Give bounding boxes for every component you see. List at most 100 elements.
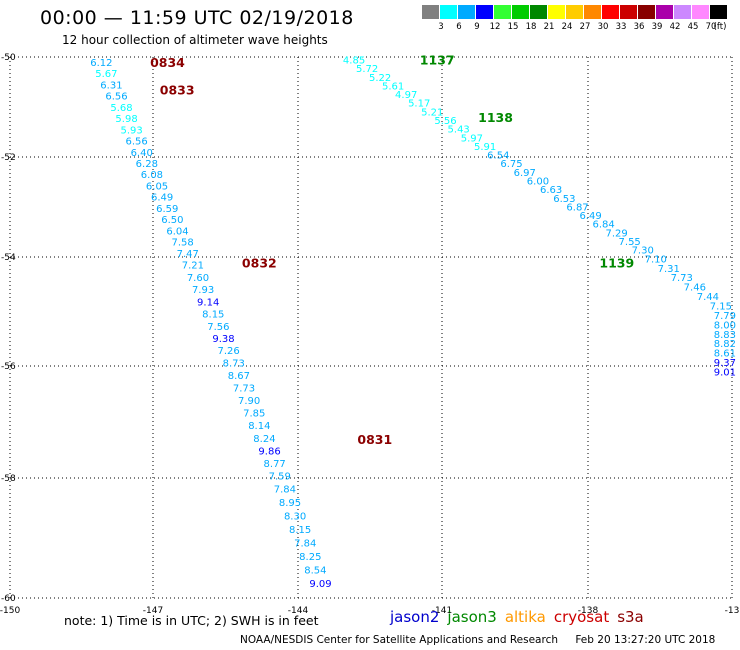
legend-swatch	[494, 5, 511, 19]
legend-swatch	[602, 5, 619, 19]
swh-value: 6.63	[540, 185, 562, 196]
lon-tick-label: -138	[578, 606, 599, 616]
legend-swatch	[566, 5, 583, 19]
swh-value: 5.91	[474, 142, 496, 153]
satellite-s3a: s3a	[617, 608, 644, 626]
swh-value: 8.54	[304, 566, 326, 577]
swh-value: 7.60	[187, 273, 209, 284]
swh-value: 7.55	[619, 237, 641, 248]
swh-value: 6.40	[131, 148, 153, 159]
swh-value: 8.67	[228, 371, 250, 382]
pass-time-label: 1139	[599, 255, 634, 270]
legend-label: 15	[507, 22, 519, 32]
swh-value: 8.73	[223, 358, 245, 369]
swh-value: 5.61	[382, 81, 404, 92]
lat-tick-label: -56	[1, 362, 16, 372]
swh-value: 7.73	[671, 273, 693, 284]
lon-tick-label: -147	[143, 606, 163, 616]
lon-tick-label: -141	[432, 606, 452, 616]
lon-tick-label: -144	[288, 606, 309, 616]
swh-value: 4.97	[395, 90, 417, 101]
swh-value: 8.82	[714, 339, 736, 350]
swh-value: 6.08	[141, 170, 163, 181]
swh-value: 8.00	[714, 320, 736, 331]
legend-swatch	[674, 5, 691, 19]
legend-swatch	[512, 5, 529, 19]
swh-value: 6.59	[156, 204, 178, 215]
legend-label: 27	[579, 22, 591, 32]
swh-value: 5.17	[408, 99, 430, 110]
legend-swatch	[656, 5, 673, 19]
swh-value: 6.31	[100, 80, 122, 91]
swh-value: 7.10	[645, 254, 667, 265]
swh-value: 5.22	[369, 73, 391, 84]
legend-label: 70	[705, 22, 717, 32]
swh-value: 6.54	[487, 151, 509, 162]
swh-value: 7.73	[233, 383, 255, 394]
legend-label: 3	[438, 22, 444, 32]
satellite-altika: altika	[504, 608, 546, 626]
swh-value: 7.21	[182, 261, 204, 272]
swh-value: 5.98	[115, 114, 137, 125]
swh-value: 6.97	[514, 168, 536, 179]
swh-value: 6.75	[500, 159, 522, 170]
legend-label: 6	[456, 22, 462, 32]
map-subtitle: 12 hour collection of altimeter wave hei…	[62, 33, 328, 47]
legend-swatch	[458, 5, 475, 19]
swh-value: 7.93	[192, 285, 214, 296]
swh-value: 9.14	[197, 297, 219, 308]
swh-value: 9.38	[212, 334, 234, 345]
swh-value: 5.68	[110, 103, 132, 114]
legend-swatch	[476, 5, 493, 19]
generated-timestamp: Feb 20 13:27:20 UTC 2018	[575, 634, 716, 646]
legend-label: 45	[687, 22, 699, 32]
swh-value: 7.59	[269, 471, 291, 482]
swh-value: 7.15	[710, 302, 732, 313]
satellite-cryosat: cryosat	[553, 608, 610, 626]
swh-value: 7.84	[294, 539, 316, 550]
swh-value: 6.49	[579, 211, 601, 222]
legend-label: 24	[561, 22, 573, 32]
swh-value: 6.28	[136, 159, 158, 170]
lat-tick-label: -58	[1, 474, 16, 484]
swh-value: 5.97	[461, 133, 483, 144]
legend-swatch	[710, 5, 727, 19]
pass-time-label: 0834	[150, 55, 185, 70]
swh-value: 8.77	[264, 459, 286, 470]
swh-value: 8.14	[248, 421, 270, 432]
swh-value: 5.93	[120, 125, 142, 136]
swh-value: 7.85	[243, 409, 265, 420]
legend-label: 21	[543, 22, 555, 32]
swh-value: 6.05	[146, 181, 168, 192]
legend-unit: (ft)	[713, 22, 727, 32]
swh-value: 6.53	[553, 194, 575, 205]
swh-value: 6.00	[527, 177, 549, 188]
legend-label: 30	[597, 22, 609, 32]
pass-time-label: 0831	[357, 432, 392, 447]
swh-value: 7.31	[658, 264, 680, 275]
swh-value: 7.46	[684, 283, 706, 294]
lat-tick-label: -50	[1, 53, 16, 63]
swh-value: 6.50	[161, 215, 183, 226]
lat-tick-label: -54	[1, 253, 16, 263]
swh-value: 9.09	[309, 579, 331, 590]
footnote: note: 1) Time is in UTC; 2) SWH is in fe…	[64, 613, 319, 628]
swh-value: 8.83	[714, 330, 736, 341]
legend-swatch	[584, 5, 601, 19]
legend-label: 39	[651, 22, 663, 32]
lat-tick-label: -60	[1, 594, 16, 604]
credit-text: NOAA/NESDIS Center for Satellite Applica…	[240, 634, 558, 646]
swh-value: 8.61	[714, 349, 736, 360]
pass-time-label: 0832	[242, 255, 277, 270]
swh-value: 8.30	[284, 512, 306, 523]
swh-value: 8.24	[253, 434, 275, 445]
lon-tick-label: -150	[0, 606, 20, 616]
swh-value: 8.15	[289, 525, 311, 536]
swh-value: 4.85	[343, 56, 365, 67]
swh-value: 8.15	[202, 310, 224, 321]
swh-value: 6.56	[126, 137, 148, 148]
swh-value: 8.25	[299, 552, 321, 563]
swh-value: 6.04	[166, 226, 188, 237]
swh-value: 6.84	[592, 220, 614, 231]
